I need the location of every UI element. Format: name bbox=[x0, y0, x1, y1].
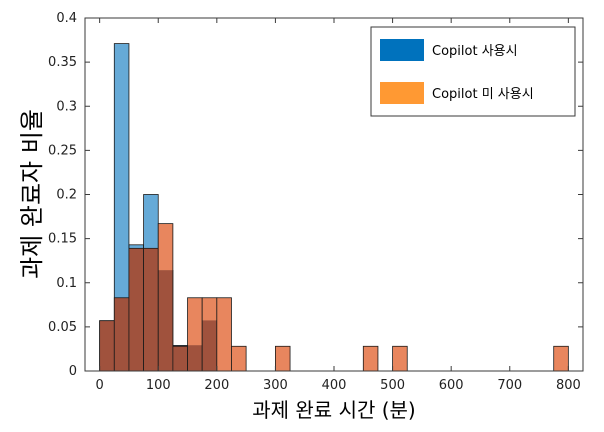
legend-swatch-copilot bbox=[380, 39, 424, 61]
x-tick-label: 0 bbox=[96, 378, 104, 393]
y-tick-label: 0.15 bbox=[48, 232, 77, 247]
bar-overlap bbox=[187, 345, 203, 371]
x-tick-label: 500 bbox=[380, 378, 405, 393]
bar-overlap bbox=[172, 346, 188, 371]
bar-overlap bbox=[114, 297, 129, 371]
x-tick-label: 300 bbox=[263, 378, 288, 393]
x-tick-label: 700 bbox=[497, 378, 522, 393]
x-tick-label: 600 bbox=[439, 378, 464, 393]
y-tick-label: 0.4 bbox=[56, 11, 77, 26]
y-tick-label: 0 bbox=[69, 364, 77, 379]
x-tick-label: 800 bbox=[556, 378, 581, 393]
bar-no-copilot bbox=[363, 346, 378, 371]
bar-overlap bbox=[143, 248, 159, 371]
bar-no-copilot bbox=[202, 297, 217, 321]
y-tick-label: 0.2 bbox=[56, 188, 77, 203]
x-axis-title: 과제 완료 시간 (분) bbox=[252, 398, 415, 422]
bar-overlap bbox=[99, 320, 115, 371]
x-tick-label: 100 bbox=[146, 378, 171, 393]
legend-label-copilot: Copilot 사용시 bbox=[432, 44, 518, 59]
bar-overlap bbox=[158, 270, 173, 371]
y-tick-label: 0.35 bbox=[48, 55, 77, 70]
legend: Copilot 사용시 Copilot 미 사용시 bbox=[370, 26, 576, 117]
x-axis-ticks: 0 100 200 300 400 500 600 700 800 bbox=[96, 18, 581, 393]
bar-no-copilot bbox=[216, 297, 232, 371]
y-tick-label: 0.25 bbox=[48, 143, 77, 158]
bar-no-copilot bbox=[231, 346, 247, 371]
bar-no-copilot bbox=[392, 346, 408, 371]
bar-no-copilot bbox=[553, 346, 569, 371]
bar-overlap bbox=[202, 320, 217, 371]
x-tick-label: 200 bbox=[204, 378, 229, 393]
y-tick-label: 0.05 bbox=[48, 320, 77, 335]
y-axis-ticks: 0 0.05 0.1 0.15 0.2 0.25 0.3 0.35 0.4 bbox=[48, 11, 583, 379]
bar-no-copilot bbox=[187, 297, 203, 346]
bar-no-copilot bbox=[158, 223, 173, 271]
legend-label-no-copilot: Copilot 미 사용시 bbox=[432, 87, 534, 102]
bar-overlap bbox=[128, 248, 144, 371]
y-tick-label: 0.3 bbox=[56, 99, 77, 114]
y-axis-title: 과제 완료자 비율 bbox=[18, 109, 46, 279]
bar-no-copilot bbox=[275, 346, 291, 371]
x-tick-label: 400 bbox=[322, 378, 347, 393]
y-tick-label: 0.1 bbox=[56, 276, 77, 291]
legend-swatch-no-copilot bbox=[380, 82, 424, 104]
